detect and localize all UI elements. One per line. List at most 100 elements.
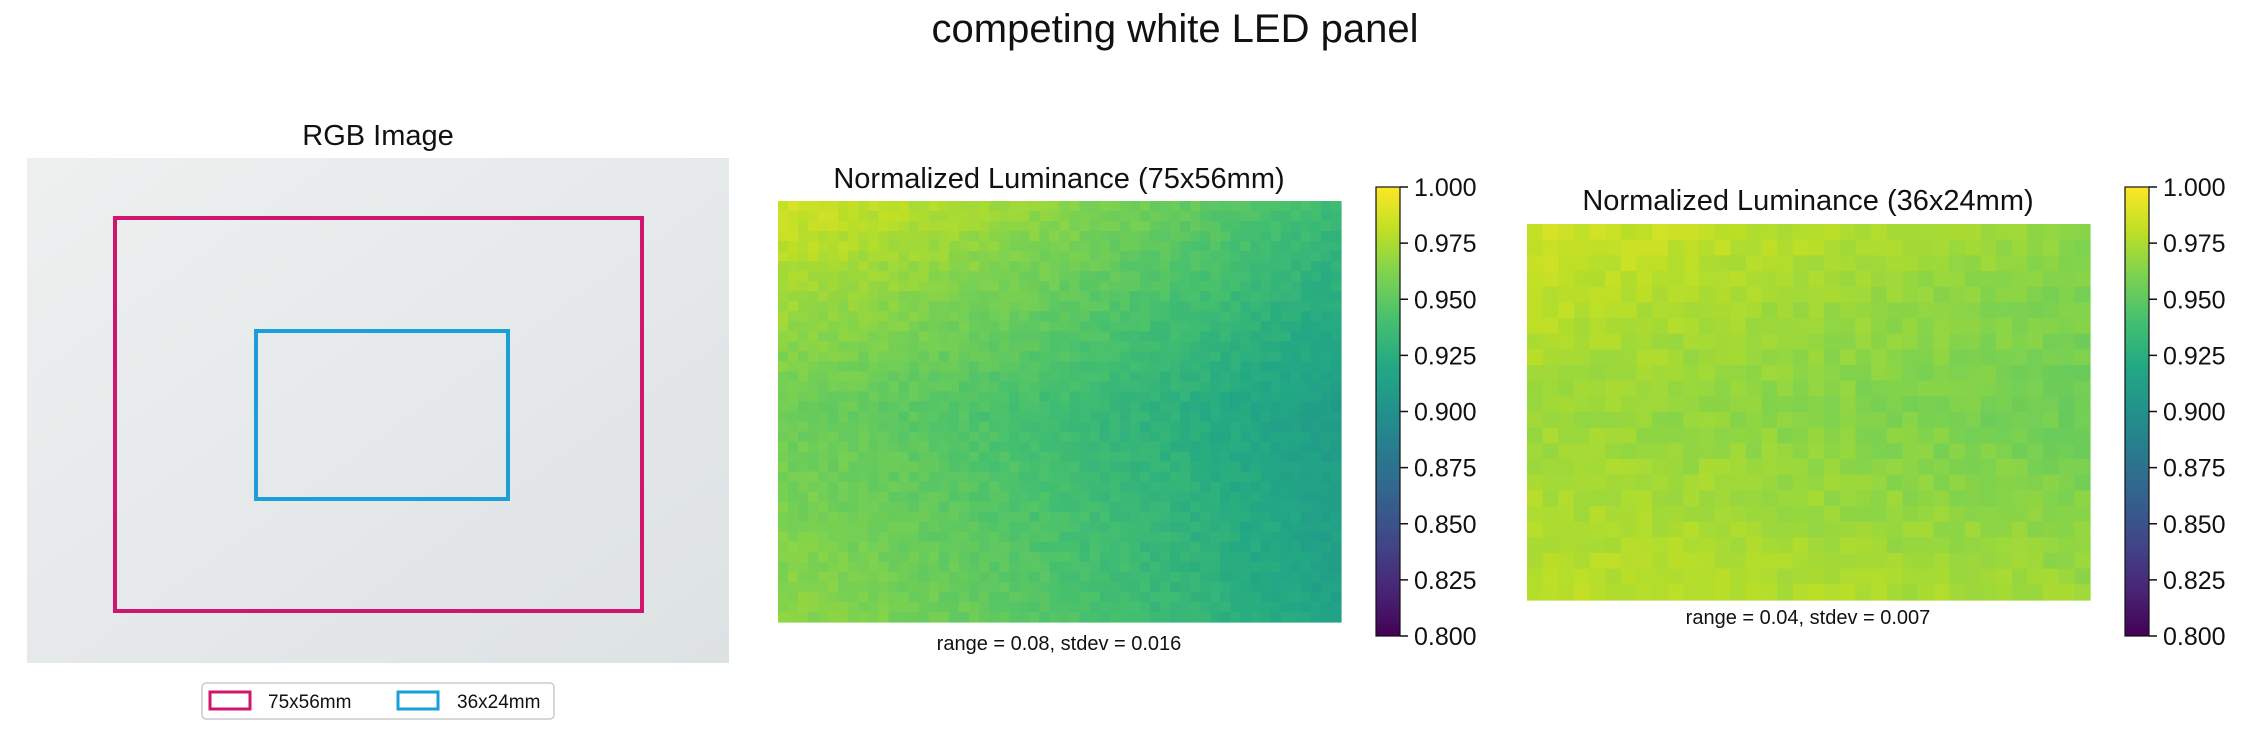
- heatmap-75x56-cell: [1129, 561, 1141, 573]
- heatmap-75x56-cell: [1240, 271, 1252, 282]
- heatmap-75x56-cell: [1160, 431, 1171, 443]
- heatmap-36x24-cell: [2027, 490, 2044, 507]
- heatmap-75x56-cell: [1139, 421, 1151, 433]
- heatmap-75x56-cell: [868, 221, 880, 232]
- heatmap-75x56-cell: [1079, 421, 1091, 433]
- heatmap-75x56-cell: [948, 531, 960, 543]
- heatmap-36x24-cell: [1527, 521, 1544, 538]
- heatmap-75x56-cell: [848, 511, 860, 523]
- heatmap-75x56-cell: [788, 391, 799, 403]
- heatmap-75x56-cell: [888, 331, 900, 342]
- heatmap-75x56-cell: [938, 281, 950, 292]
- heatmap-75x56-cell: [1049, 561, 1061, 573]
- heatmap-75x56-cell: [928, 581, 940, 593]
- heatmap-75x56-cell: [1320, 571, 1332, 583]
- heatmap-36x24-cell: [1730, 553, 1747, 570]
- heatmap-36x24-cell: [1542, 365, 1559, 382]
- heatmap-75x56-cell: [1220, 301, 1232, 312]
- heatmap-75x56-cell: [1210, 531, 1221, 543]
- heatmap-36x24-cell: [1699, 553, 1716, 570]
- heatmap-75x56-cell: [928, 361, 940, 372]
- heatmap-75x56-cell: [1170, 531, 1181, 543]
- heatmap-36x24-cell: [1542, 427, 1559, 444]
- heatmap-36x24-cell: [1980, 365, 1997, 382]
- heatmap-75x56-cell: [1109, 261, 1121, 272]
- heatmap-75x56-cell: [818, 601, 829, 613]
- heatmap-36x24-cell: [1964, 396, 1982, 413]
- heatmap-75x56-cell: [1240, 491, 1252, 503]
- heatmap-75x56-cell: [1119, 351, 1131, 362]
- heatmap-75x56-cell: [1320, 551, 1332, 563]
- heatmap-36x24-cell: [1980, 224, 1997, 241]
- heatmap-36x24-cell: [1714, 474, 1731, 491]
- heatmap-75x56-cell: [1049, 421, 1061, 433]
- heatmap-36x24-cell: [2043, 271, 2060, 288]
- heatmap-75x56-cell: [908, 561, 920, 573]
- heatmap-75x56-cell: [1019, 311, 1030, 322]
- heatmap-36x24-cell: [1683, 333, 1700, 350]
- heatmap-36x24-cell: [1871, 224, 1888, 241]
- heatmap-75x56-cell: [1270, 441, 1282, 453]
- heatmap-36x24-cell: [1683, 349, 1700, 366]
- heatmap-75x56-cell: [1190, 431, 1201, 443]
- heatmap-36x24-cell: [1824, 474, 1841, 491]
- heatmap-75x56-cell: [1029, 251, 1040, 262]
- heatmap-75x56-cell: [1330, 611, 1342, 623]
- heatmap-36x24-cell: [1996, 490, 2013, 507]
- heatmap-75x56-cell: [1089, 331, 1101, 342]
- heatmap-75x56-cell: [938, 261, 950, 272]
- heatmap-75x56-cell: [928, 551, 940, 563]
- heatmap-36x24-cell: [2058, 443, 2075, 460]
- heatmap-75x56-cell: [1129, 531, 1141, 543]
- heatmap-75x56-cell: [1210, 351, 1221, 362]
- heatmap-75x56-cell: [818, 431, 829, 443]
- heatmap-75x56-cell: [908, 441, 920, 453]
- heatmap-75x56-cell: [1310, 481, 1322, 493]
- heatmap-75x56-cell: [778, 591, 789, 603]
- heatmap-36x24-cell: [1839, 318, 1857, 335]
- heatmap-75x56-cell: [1019, 421, 1030, 433]
- heatmap-75x56-cell: [1320, 281, 1332, 292]
- heatmap-75x56-cell: [1310, 521, 1322, 533]
- heatmap-75x56-cell: [1029, 551, 1040, 563]
- heatmap-75x56-cell: [858, 271, 870, 282]
- heatmap-75x56-cell: [888, 251, 900, 262]
- heatmap-75x56-cell: [828, 531, 839, 543]
- heatmap-75x56-cell: [1099, 611, 1111, 623]
- heatmap-75x56-cell: [1320, 261, 1332, 272]
- heatmap-75x56-cell: [1240, 591, 1252, 603]
- heatmap-75x56-cell: [948, 611, 960, 623]
- heatmap-75x56-cell: [948, 521, 960, 533]
- heatmap-36x24-cell: [1855, 459, 1872, 476]
- heatmap-36x24-cell: [1886, 302, 1903, 319]
- heatmap-75x56-cell: [788, 211, 799, 222]
- heatmap-75x56-cell: [788, 311, 799, 322]
- heatmap-75x56-cell: [1170, 441, 1181, 453]
- heatmap-75x56-cell: [1310, 351, 1322, 362]
- heatmap-75x56-cell: [888, 351, 900, 362]
- heatmap-75x56-cell: [1180, 461, 1191, 473]
- heatmap-75x56-cell: [1210, 241, 1221, 252]
- heatmap-75x56-cell: [1240, 251, 1252, 262]
- heatmap-36x24-cell: [1871, 239, 1888, 256]
- heatmap-75x56-cell: [1240, 311, 1252, 322]
- heatmap-75x56-cell: [1240, 201, 1252, 212]
- heatmap-75x56-cell: [788, 531, 799, 543]
- heatmap-75x56-cell: [868, 421, 880, 433]
- heatmap-75x56-cell: [989, 331, 1000, 342]
- heatmap-75x56-cell: [938, 411, 950, 423]
- heatmap-75x56-cell: [908, 511, 920, 523]
- heatmap-36x24-cell: [1855, 584, 1872, 601]
- heatmap-36x24-cell: [1527, 302, 1544, 319]
- heatmap-75x56-cell: [848, 431, 860, 443]
- heatmap-75x56-cell: [1059, 551, 1071, 563]
- heatmap-75x56-cell: [958, 281, 970, 292]
- heatmap-36x24-cell: [1933, 537, 1950, 554]
- heatmap-75x56-cell: [898, 541, 910, 553]
- heatmap-75x56-cell: [858, 471, 870, 483]
- heatmap-75x56-cell: [958, 241, 970, 252]
- heatmap-36x24-cell: [1902, 553, 1919, 570]
- heatmap-36x24-cell: [1808, 333, 1825, 350]
- heatmap-75x56-cell: [1119, 301, 1131, 312]
- heatmap-36x24-cell: [1683, 537, 1700, 554]
